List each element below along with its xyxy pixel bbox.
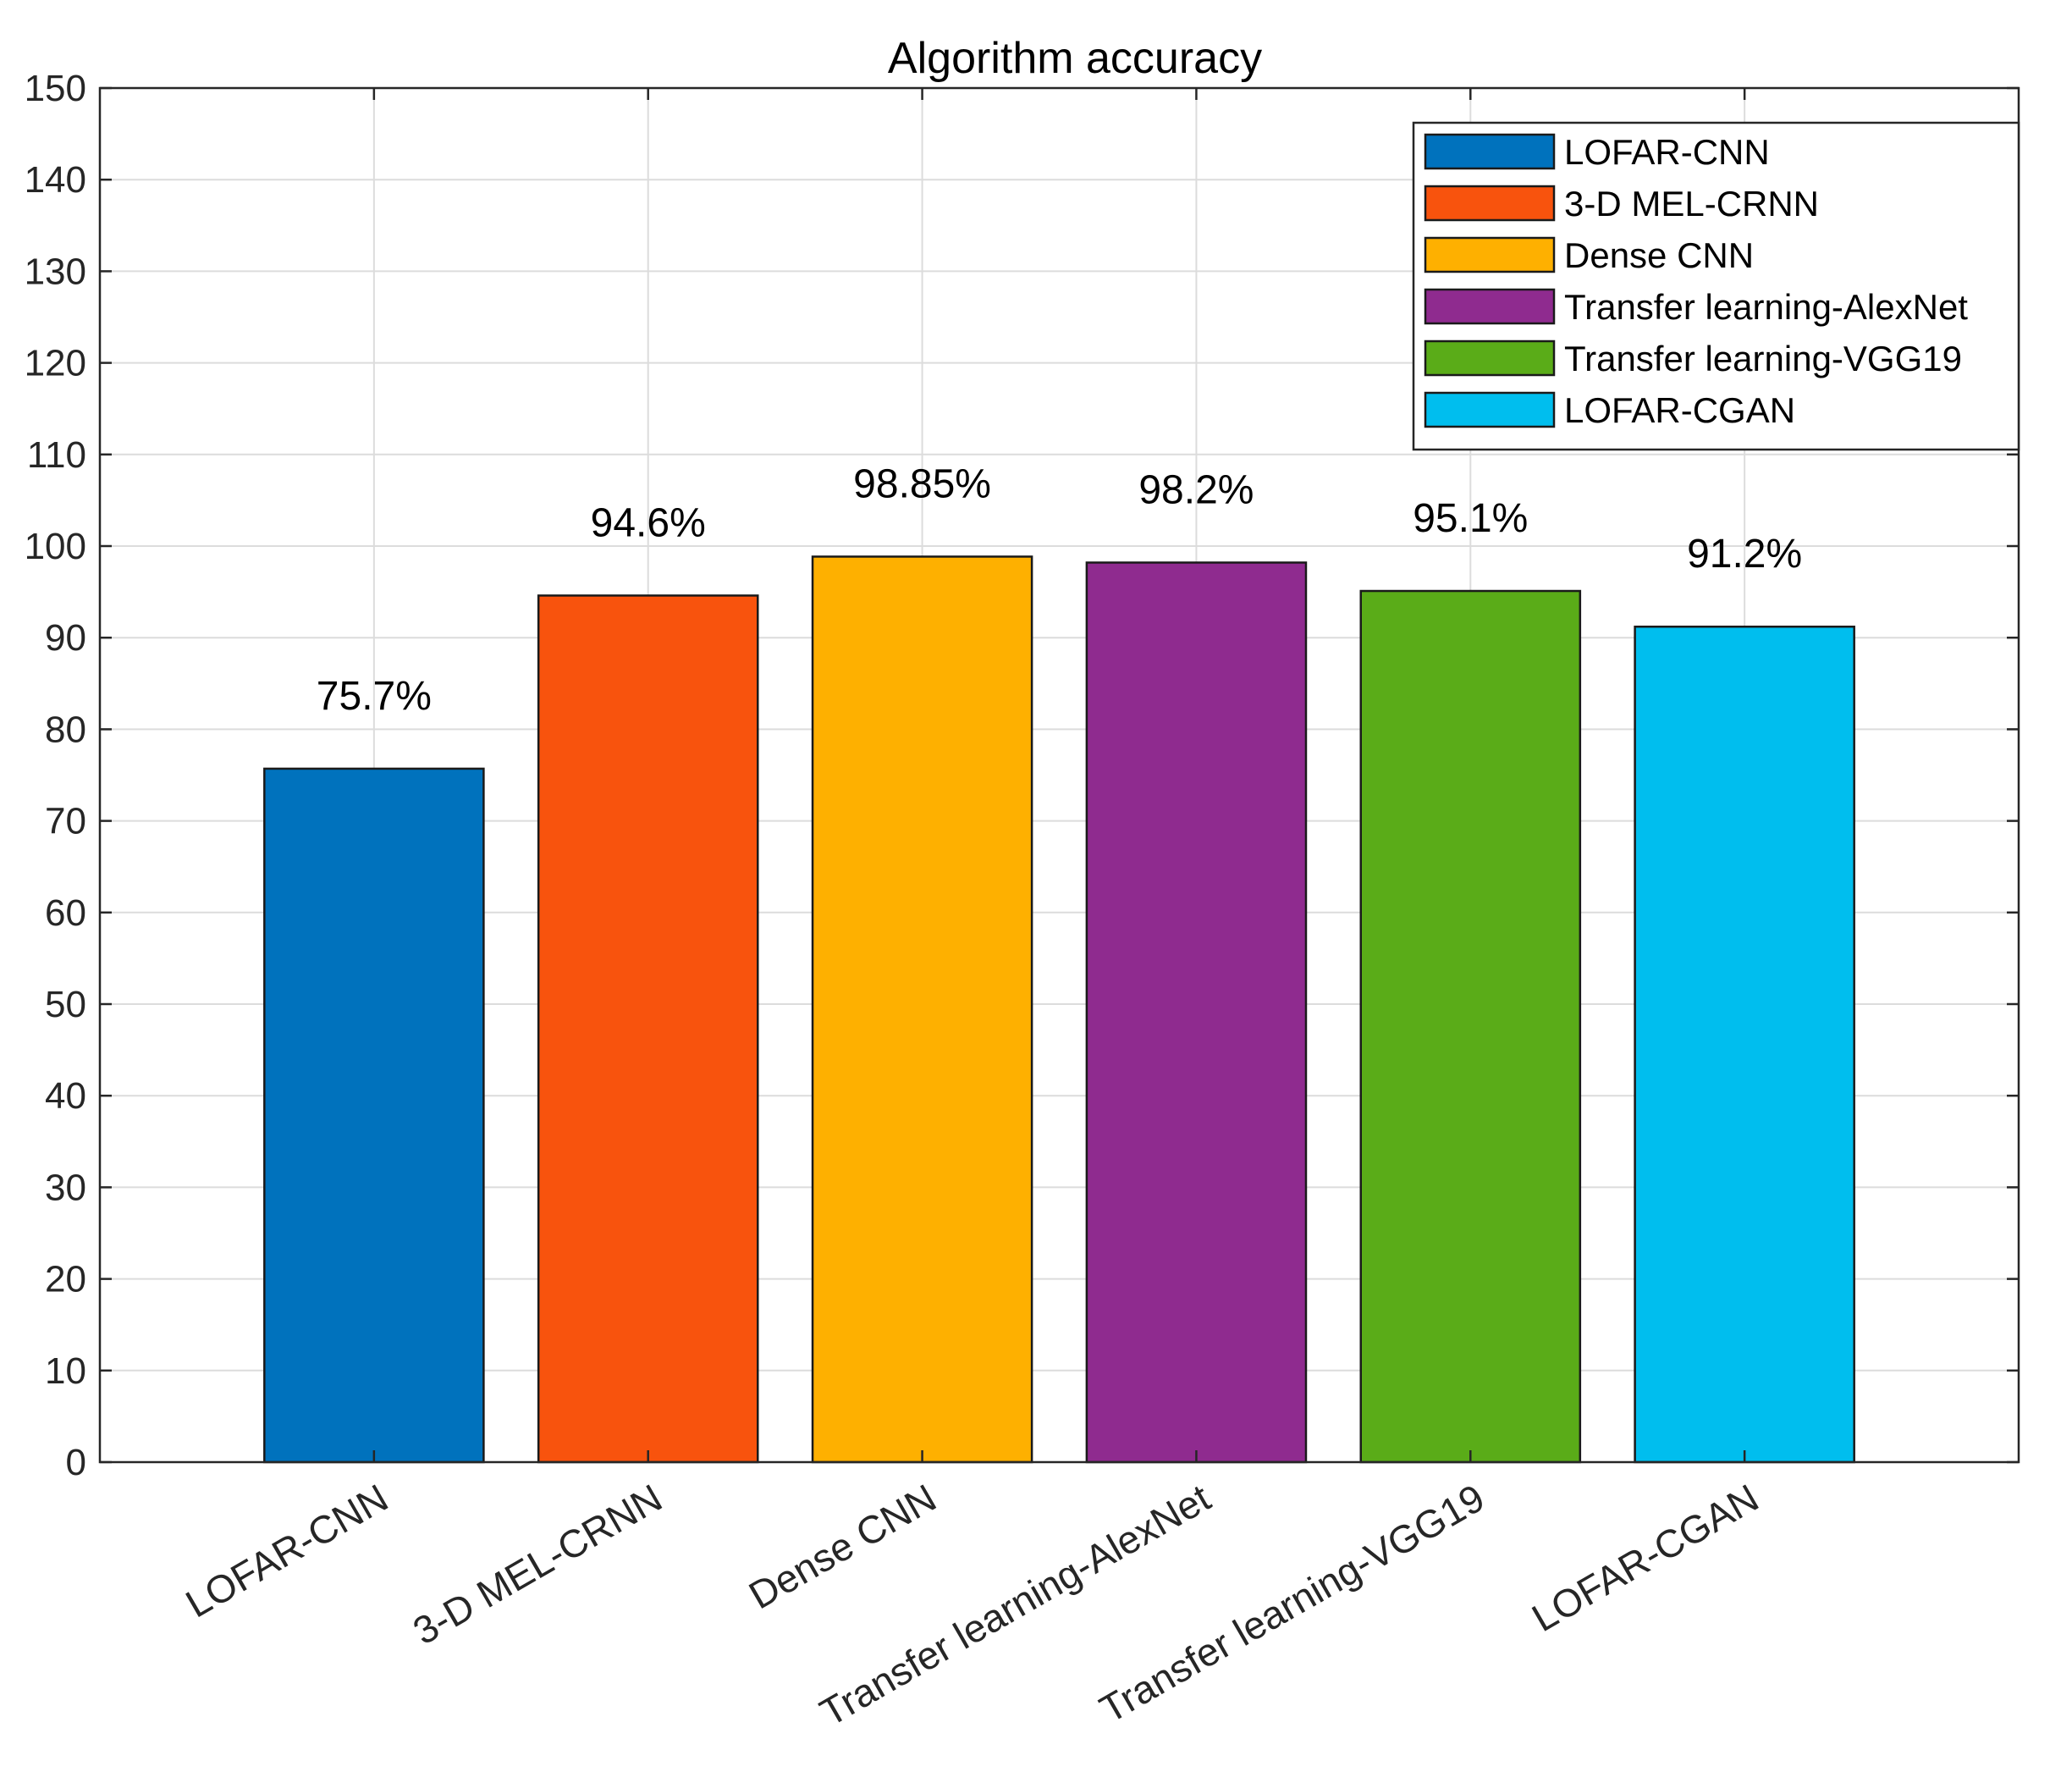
legend-swatch xyxy=(1424,133,1556,170)
y-tick-label: 0 xyxy=(66,1442,86,1483)
y-tick-label: 10 xyxy=(45,1350,86,1392)
legend-swatch xyxy=(1424,288,1556,325)
axes-box xyxy=(98,86,2020,1464)
legend-label: Dense CNN xyxy=(1564,235,1754,275)
data-label: 95.1% xyxy=(1413,496,1528,541)
data-label: 91.2% xyxy=(1687,532,1802,577)
y-tick-label: 110 xyxy=(27,434,86,476)
legend: LOFAR-CNN 3-D MEL-CRNN Dense CNN Transfer l… xyxy=(1412,121,2020,451)
legend-label: 3-D MEL-CRNN xyxy=(1564,184,1819,224)
y-tick-label: 30 xyxy=(45,1167,86,1208)
legend-swatch xyxy=(1424,185,1556,222)
bar-2 xyxy=(537,594,759,1464)
legend-swatch xyxy=(1424,236,1556,273)
data-labels: 75.7% 94.6% 98.85% 98.2% 95.1% 91.2% xyxy=(317,461,1802,718)
axes xyxy=(98,86,2020,1464)
y-tick-labels: 0 10 20 30 40 50 60 70 80 90 100 110 120 130 140 150 xyxy=(25,68,86,1483)
data-label: 75.7% xyxy=(317,674,432,719)
y-tick-label: 100 xyxy=(25,526,86,567)
bars xyxy=(263,555,1855,1464)
y-tick-label: 20 xyxy=(45,1259,86,1300)
bar-6 xyxy=(1634,625,1855,1464)
legend-label: Transfer learning-VGG19 xyxy=(1564,339,1962,378)
y-tick-label: 90 xyxy=(45,617,86,659)
bar-5 xyxy=(1359,589,1582,1464)
y-tick-label: 60 xyxy=(45,892,86,934)
y-tick-label: 130 xyxy=(25,251,86,292)
data-label: 98.2% xyxy=(1138,467,1254,512)
data-label: 94.6% xyxy=(591,500,706,545)
legend-label: LOFAR-CNN xyxy=(1564,132,1770,172)
y-tick-label: 40 xyxy=(45,1075,86,1117)
y-tick-label: 50 xyxy=(45,984,86,1025)
legend-swatch xyxy=(1424,391,1556,428)
y-tick-label: 120 xyxy=(25,343,86,384)
legend-label: Transfer learning-AlexNet xyxy=(1564,287,1968,327)
data-label: 98.85% xyxy=(853,461,991,506)
legend-label: LOFAR-CGAN xyxy=(1564,390,1795,430)
legend-swatch xyxy=(1424,339,1556,377)
y-tick-label: 70 xyxy=(45,801,86,842)
bar-4 xyxy=(1085,561,1308,1464)
y-tick-label: 150 xyxy=(25,68,86,109)
bar-3 xyxy=(811,555,1033,1464)
bar-1 xyxy=(263,767,485,1464)
y-tick-label: 140 xyxy=(25,159,86,201)
y-tick-label: 80 xyxy=(45,709,86,750)
chart-title: Algorithm accuracy xyxy=(888,34,1262,83)
